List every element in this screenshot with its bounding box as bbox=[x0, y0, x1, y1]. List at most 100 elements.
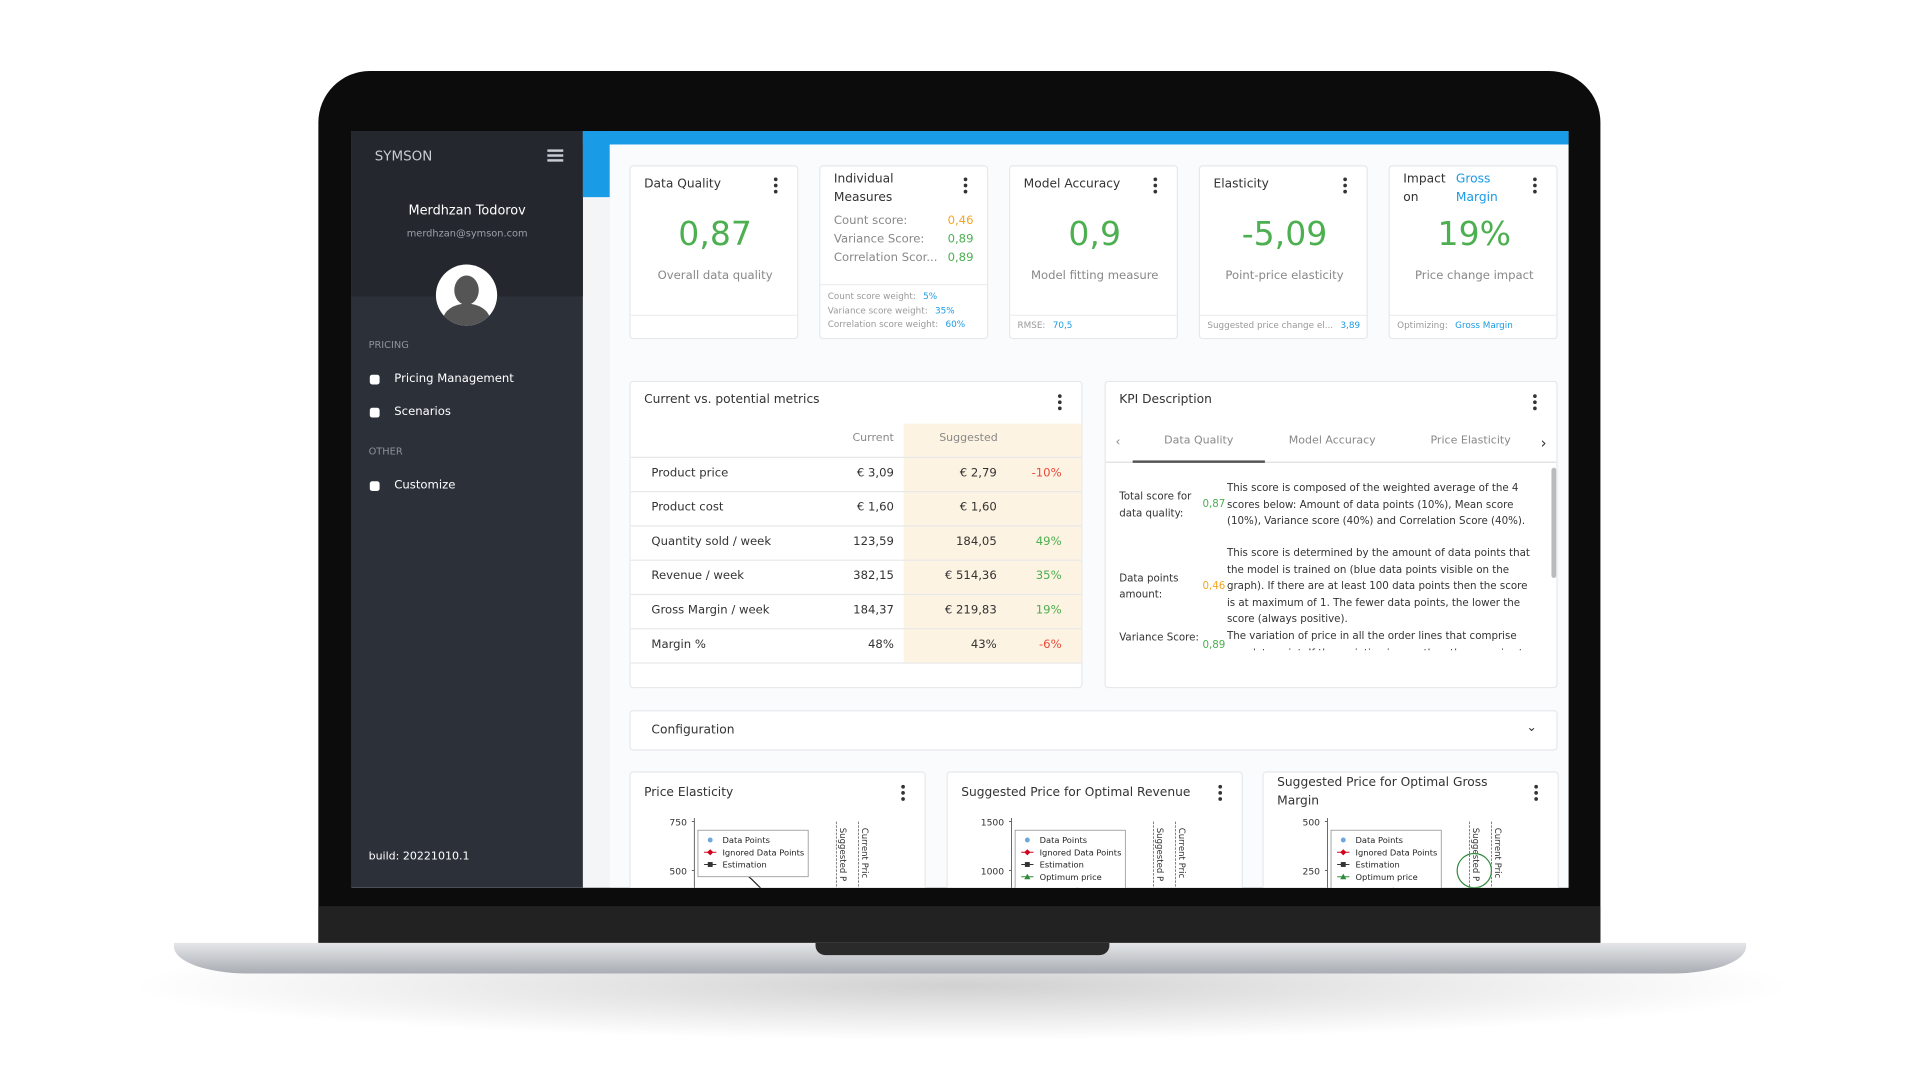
legend-symbol bbox=[707, 862, 713, 867]
footer-label: Suggested price change el... bbox=[1207, 319, 1334, 331]
legend-box bbox=[697, 829, 809, 878]
top-bar bbox=[582, 131, 1569, 145]
desc-text: The variation of price in all the order … bbox=[1226, 629, 1523, 650]
card-title: KPI Description bbox=[1119, 393, 1212, 407]
kpi-caption: Model fitting measure bbox=[1030, 269, 1159, 283]
column-header: Current bbox=[852, 432, 894, 445]
kpi-card: Individual Measures Count score: 0,46 Varia… bbox=[819, 165, 989, 340]
legend-label: Estimation bbox=[722, 860, 766, 870]
card-title: Individual Measures bbox=[833, 172, 894, 205]
legend-symbol bbox=[1340, 873, 1347, 880]
tab-arrow-right: › bbox=[1540, 434, 1547, 452]
dot bbox=[1533, 177, 1537, 182]
row-divider bbox=[630, 593, 1082, 596]
y-tick-label: 750 bbox=[669, 817, 687, 828]
nav-item[interactable]: Customize bbox=[394, 478, 456, 493]
menu-button[interactable] bbox=[1153, 177, 1158, 196]
legend-symbol bbox=[707, 837, 713, 843]
suggested-value: 43% bbox=[970, 637, 997, 652]
laptop-bezel bbox=[318, 906, 1601, 943]
configuration-panel[interactable]: Configuration ⌄ bbox=[629, 710, 1558, 751]
nav-icon bbox=[369, 481, 380, 492]
legend-symbol bbox=[1024, 873, 1031, 880]
dot bbox=[1218, 797, 1223, 801]
chart-card: Price Elasticity 750 500 Suggested P Current… bbox=[629, 771, 926, 888]
chart-plot: 750 500 Suggested P Current Pric Data Points… bbox=[669, 817, 869, 888]
tab[interactable]: Price Elasticity bbox=[1430, 434, 1511, 447]
change-value: -10% bbox=[1031, 466, 1062, 481]
laptop-notch bbox=[815, 942, 1110, 956]
row-label: Quantity sold / week bbox=[651, 535, 772, 549]
y-tick-label: 250 bbox=[1302, 866, 1320, 877]
card-divider bbox=[1010, 314, 1177, 316]
menu-button[interactable] bbox=[773, 177, 778, 196]
current-value: 184,37 bbox=[853, 603, 894, 618]
kpi-value: 0,9 bbox=[1068, 215, 1121, 254]
chart-plot: 1500 1000 Suggested P Current Pric Data Poin… bbox=[981, 817, 1186, 888]
footer-label: RMSE: bbox=[1017, 319, 1046, 331]
kpi-card: Data Quality 0,87 Overall data quality bbox=[629, 165, 799, 340]
row-label: Margin % bbox=[651, 637, 706, 652]
menu-button[interactable] bbox=[901, 784, 905, 803]
avatar-body bbox=[443, 303, 490, 326]
menu-line bbox=[547, 159, 564, 162]
dot bbox=[1057, 400, 1062, 405]
kpi-caption: Price change impact bbox=[1414, 269, 1534, 283]
menu-button[interactable] bbox=[1057, 394, 1062, 412]
y-tick-label: 500 bbox=[1302, 817, 1320, 828]
change-value: -6% bbox=[1038, 637, 1062, 652]
desc-text: This score is determined by the amount o… bbox=[1226, 546, 1530, 625]
footer-value: 35% bbox=[935, 304, 955, 316]
tab[interactable]: Data Quality bbox=[1164, 434, 1234, 447]
kpi-value: 19% bbox=[1437, 215, 1512, 254]
metrics-card: Current vs. potential metrics Current Sugg… bbox=[629, 380, 1083, 689]
dot bbox=[773, 189, 778, 194]
menu-button[interactable] bbox=[1534, 784, 1538, 803]
footer-value: 3,89 bbox=[1340, 319, 1361, 331]
card-divider bbox=[1200, 314, 1367, 316]
screen: SYMSON Merdhzan Todorov merdhzan@symson.co… bbox=[351, 131, 1569, 888]
legend-symbol bbox=[1340, 862, 1346, 867]
menu-button[interactable] bbox=[963, 177, 968, 196]
tab[interactable]: Model Accuracy bbox=[1288, 434, 1376, 447]
card-title: Elasticity bbox=[1213, 177, 1269, 192]
card-title: Model Accuracy bbox=[1023, 177, 1121, 192]
suggested-value: € 1,60 bbox=[959, 500, 997, 515]
row-label: Product price bbox=[651, 466, 729, 481]
chart-card: Suggested Price for Optimal Revenue 1500 1… bbox=[946, 771, 1243, 888]
chart-plot: 500 250 Suggested P Current Pric Data Points… bbox=[1302, 817, 1502, 888]
measure-value: 0,89 bbox=[947, 232, 974, 247]
menu-button[interactable] bbox=[1533, 177, 1537, 196]
dot bbox=[1534, 791, 1538, 795]
avatar-head bbox=[454, 275, 479, 305]
suggested-value: 184,05 bbox=[956, 535, 997, 549]
kpi-card: Impact on Gross Margin 19% Price change imp… bbox=[1388, 165, 1558, 340]
legend-label: Estimation bbox=[1356, 860, 1400, 870]
legend-label: Data Points bbox=[1040, 835, 1087, 845]
dot bbox=[963, 177, 968, 182]
nav-icon bbox=[369, 374, 380, 385]
dot bbox=[1153, 189, 1158, 194]
avatar bbox=[435, 264, 498, 326]
footer-row: RMSE: 70,5 bbox=[1018, 320, 1073, 331]
y-tick-label: 1000 bbox=[981, 866, 1005, 877]
nav-item[interactable]: Scenarios bbox=[394, 405, 451, 419]
legend-label: Ignored Data Points bbox=[722, 847, 804, 857]
current-value: € 1,60 bbox=[856, 500, 894, 515]
measure-label: Count score: bbox=[833, 214, 908, 228]
suggested-value: € 514,36 bbox=[944, 569, 997, 583]
menu-button[interactable] bbox=[1533, 394, 1537, 412]
legend-symbol bbox=[707, 849, 714, 856]
menu-button[interactable] bbox=[1343, 177, 1347, 196]
menu-toggle[interactable] bbox=[547, 149, 564, 164]
y-tick-label: 1500 bbox=[981, 817, 1005, 828]
menu-button[interactable] bbox=[1218, 784, 1223, 803]
footer-label: Optimizing: bbox=[1397, 319, 1448, 331]
tabs-divider bbox=[1105, 461, 1557, 463]
nav-item[interactable]: Pricing Management bbox=[394, 372, 514, 386]
footer-value: 5% bbox=[923, 290, 938, 302]
legend-label: Ignored Data Points bbox=[1356, 847, 1438, 857]
desc-value: 0,46 bbox=[1202, 578, 1226, 592]
dot bbox=[1153, 183, 1158, 188]
card-title: Data Quality bbox=[644, 177, 721, 192]
